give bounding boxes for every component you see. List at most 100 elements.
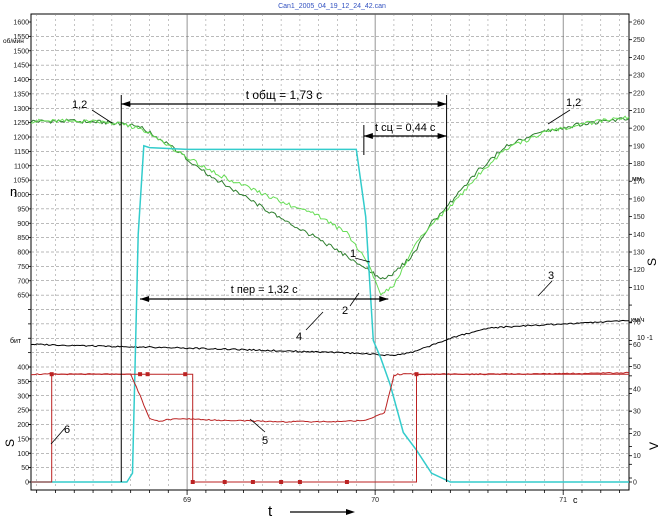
tick-label: 1050 <box>13 178 29 185</box>
tick-label: 110 <box>633 285 644 292</box>
curve-label: 1 <box>350 248 356 260</box>
series-6-marker <box>222 480 227 484</box>
tick-label: 0 <box>25 480 29 487</box>
t-total-arrowhead <box>437 101 447 107</box>
tick-label: 160 <box>633 196 645 203</box>
axes: 6507007508008509009501000105011001150120… <box>13 20 644 505</box>
t-sc-label: t сц = 0,44 c <box>375 122 436 134</box>
y-axis-label-s-mm: S <box>645 258 659 266</box>
markers <box>49 372 419 484</box>
tick-label: 1550 <box>13 34 29 41</box>
curve-label-leader <box>50 427 66 445</box>
tick-label: 70 <box>633 320 641 327</box>
y-axis-unit-v: км/ч <box>631 317 645 324</box>
tick-label: 140 <box>633 232 645 239</box>
tick-label: 350 <box>17 379 29 386</box>
tick-label: 120 <box>633 267 645 274</box>
tick-label: 1000 <box>13 192 29 199</box>
window-title: Can1_2005_04_19_12_24_42.can <box>278 3 386 10</box>
curve-label-leader <box>249 418 266 433</box>
series-2-line <box>30 115 630 296</box>
curve-label: 5 <box>262 435 268 447</box>
tick-label: 230 <box>633 73 645 80</box>
tick-label: 210 <box>633 108 645 115</box>
y-axis-unit-s-bit: бит <box>10 337 22 345</box>
tick-label: 100 <box>17 451 29 458</box>
tick-label: 1150 <box>14 149 29 156</box>
series-6-marker <box>279 480 284 484</box>
y-axis-label-s-bit: S <box>3 439 17 447</box>
tick-label: 71 <box>559 497 567 504</box>
series-6-marker <box>49 372 54 377</box>
tick-label: 300 <box>17 393 29 400</box>
y-axis-unit-s-mm: мм <box>632 176 642 183</box>
tick-label: 260 <box>633 20 645 27</box>
curve-label: 3 <box>548 270 554 282</box>
series-6-line <box>31 373 629 483</box>
curve-label: 2 <box>342 305 348 317</box>
tick-label: 150 <box>633 214 645 221</box>
annotations: t общ = 1,73 c t сц = 0,44 c t пер = 1,32 … <box>50 88 581 482</box>
tick-label: 40 <box>633 386 641 393</box>
curve-label-leader <box>305 311 324 331</box>
tick-label: 50 <box>633 364 641 371</box>
series-6-marker <box>145 372 150 377</box>
curve-label: 4 <box>296 331 302 343</box>
tick-label: 800 <box>17 250 29 257</box>
tick-label: 130 <box>633 250 645 257</box>
series-layer <box>30 115 630 483</box>
tick-label: 1200 <box>13 135 29 142</box>
tick-label: 20 <box>633 431 641 438</box>
curve-label: 1,2 <box>566 97 581 109</box>
tick-label: 200 <box>633 126 645 133</box>
y-axis-multiplier-v: 10 -1 <box>637 335 653 342</box>
curve-label-leader <box>537 280 553 297</box>
tick-label: 170 <box>633 179 645 186</box>
x-axis-unit: c <box>573 495 578 505</box>
series-3-line <box>30 319 629 357</box>
curve-label: 6 <box>64 424 70 436</box>
t-total-arrowhead <box>121 101 131 107</box>
series-6-marker <box>414 372 419 377</box>
tick-label: 650 <box>17 293 29 300</box>
tick-label: 1100 <box>14 163 29 170</box>
tick-label: 50 <box>21 465 29 472</box>
y-axis-unit-n: об/мин <box>3 37 24 45</box>
series-6-marker <box>250 480 255 484</box>
curve-label-leader <box>349 292 360 307</box>
y-axis-label-v: V <box>647 442 661 450</box>
tick-label: 950 <box>17 206 29 213</box>
tick-label: 220 <box>633 90 645 97</box>
curve-label-leader <box>547 109 571 125</box>
tick-label: 200 <box>17 422 29 429</box>
x-axis-label: t <box>268 503 273 520</box>
series-6-marker <box>344 480 349 484</box>
tick-label: 1400 <box>13 77 29 84</box>
series-6-marker <box>138 372 143 377</box>
tick-label: 240 <box>633 55 645 62</box>
tick-label: 1600 <box>13 20 29 27</box>
tick-label: 1300 <box>13 106 29 113</box>
tick-label: 900 <box>17 221 29 228</box>
tick-label: 69 <box>183 497 191 504</box>
tick-label: 150 <box>17 436 29 443</box>
t-per-arrowhead <box>140 296 150 302</box>
curve-label-leader <box>354 257 371 263</box>
t-sc-arrowhead <box>437 133 447 139</box>
tick-label: 1250 <box>13 120 29 127</box>
curve-label-leader <box>91 109 113 124</box>
tick-label: 250 <box>17 408 29 415</box>
tick-label: 400 <box>17 365 29 372</box>
tick-label: 750 <box>17 264 29 271</box>
t-total-label: t общ = 1,73 c <box>246 88 322 102</box>
tick-label: 30 <box>633 409 641 416</box>
tick-label: 850 <box>17 235 29 242</box>
y-axis-label-n: n <box>10 184 17 199</box>
t-sc-arrowhead <box>363 133 373 139</box>
series-6-marker <box>190 480 195 484</box>
tick-label: 1500 <box>13 48 29 55</box>
tick-label: 250 <box>633 37 645 44</box>
grid <box>31 14 629 490</box>
tick-label: 1350 <box>13 91 29 98</box>
